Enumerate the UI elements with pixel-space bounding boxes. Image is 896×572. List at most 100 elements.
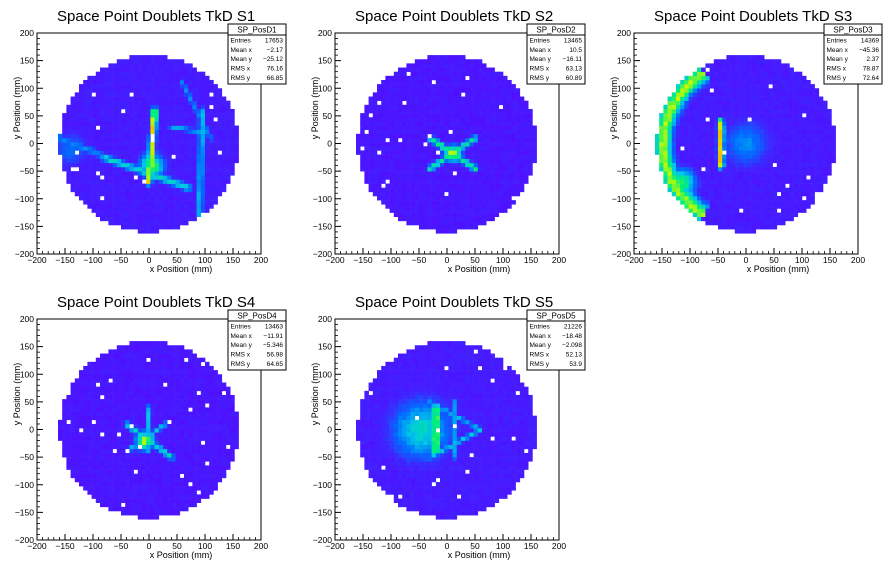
heatmap-bin xyxy=(663,175,668,180)
heatmap-bin xyxy=(427,216,432,222)
heatmap-bin xyxy=(121,191,126,197)
heatmap-bin xyxy=(751,150,757,155)
heatmap-bin xyxy=(150,212,155,217)
heatmap-bin xyxy=(423,100,428,106)
heatmap-bin xyxy=(764,133,769,139)
heatmap-bin xyxy=(129,125,134,130)
heatmap-bin xyxy=(705,220,710,226)
heatmap-bin xyxy=(393,117,399,122)
heatmap-bin xyxy=(473,137,479,143)
heatmap-bin xyxy=(760,224,765,230)
heatmap-bin xyxy=(781,79,786,85)
heatmap-bin xyxy=(755,88,761,93)
heatmap-bin xyxy=(776,171,782,176)
heatmap-bin xyxy=(503,208,508,213)
heatmap-bin xyxy=(793,179,799,184)
heatmap-bin xyxy=(818,179,824,184)
heatmap-bin xyxy=(789,146,794,151)
chart-title: Space Point Doublets TkD S3 xyxy=(654,8,852,25)
heatmap-bin xyxy=(108,158,113,164)
heatmap-bin xyxy=(70,444,76,450)
heatmap-bin xyxy=(722,212,727,217)
heatmap-bin xyxy=(823,108,828,114)
heatmap-bin xyxy=(431,216,437,222)
heatmap-bin xyxy=(410,129,416,135)
heatmap-bin xyxy=(91,191,97,197)
heatmap-bin xyxy=(760,200,765,205)
heatmap-bin xyxy=(419,179,424,184)
heatmap-bin xyxy=(705,75,710,81)
heatmap-bin xyxy=(372,171,378,176)
heatmap-bin xyxy=(452,204,458,209)
heatmap-bin xyxy=(827,108,832,114)
heatmap-bin xyxy=(62,158,67,164)
heatmap-bin xyxy=(709,216,715,222)
heatmap-bin xyxy=(398,195,403,201)
heatmap-bin xyxy=(671,187,677,193)
heatmap-bin xyxy=(142,216,147,222)
heatmap-bin xyxy=(781,104,786,110)
heatmap-bin xyxy=(192,150,197,155)
heatmap-bin xyxy=(209,204,214,209)
heatmap-bin xyxy=(465,179,470,184)
heatmap-bin xyxy=(70,461,76,466)
heatmap-bin xyxy=(730,117,736,122)
heatmap-bin xyxy=(62,403,67,408)
heatmap-bin xyxy=(684,171,689,176)
y-tick-label: 100 xyxy=(318,83,332,93)
heatmap-bin xyxy=(469,183,474,188)
heatmap-bin xyxy=(772,171,778,176)
heatmap-bin xyxy=(465,71,470,77)
heatmap-bin xyxy=(810,113,815,118)
heatmap-bin xyxy=(406,150,411,155)
heatmap-bin xyxy=(726,63,731,68)
heatmap-bin xyxy=(827,158,832,164)
heatmap-bin xyxy=(406,208,411,213)
heatmap-bin xyxy=(184,75,189,81)
heatmap-bin xyxy=(519,129,525,135)
heatmap-bin xyxy=(389,84,395,89)
heatmap-bin xyxy=(385,125,390,130)
heatmap-bin xyxy=(692,92,698,97)
heatmap-bin xyxy=(121,142,126,147)
heatmap-bin xyxy=(410,171,416,176)
heatmap-bin xyxy=(515,146,521,151)
heatmap-bin xyxy=(718,67,723,72)
heatmap-bin xyxy=(62,399,67,404)
heatmap-bin xyxy=(372,113,378,118)
heatmap-bin xyxy=(448,142,453,147)
heatmap-bin xyxy=(116,113,122,118)
heatmap-bin xyxy=(385,150,390,155)
heatmap-bin xyxy=(100,117,105,122)
heatmap-bin xyxy=(91,403,97,408)
heatmap-bin xyxy=(406,166,411,172)
heatmap-bin xyxy=(810,137,815,143)
heatmap-bin xyxy=(503,84,508,89)
heatmap-bin xyxy=(163,150,168,155)
heatmap-bin xyxy=(739,92,744,97)
heatmap-bin xyxy=(423,191,428,197)
heatmap-bin xyxy=(163,71,168,77)
heatmap-bin xyxy=(519,113,525,118)
heatmap-bin xyxy=(697,108,702,114)
heatmap-bin xyxy=(158,150,164,155)
heatmap-bin xyxy=(776,63,782,68)
heatmap-bin xyxy=(709,183,715,188)
heatmap-bin xyxy=(688,121,694,126)
heatmap-bin xyxy=(494,79,500,85)
heatmap-bin xyxy=(469,84,474,89)
heatmap-bin xyxy=(684,92,689,97)
heatmap-bin xyxy=(154,191,160,197)
heatmap-bin xyxy=(482,212,487,217)
heatmap-bin xyxy=(482,129,487,135)
heatmap-bin xyxy=(184,195,189,201)
heatmap-bin xyxy=(448,216,453,222)
heatmap-bin xyxy=(91,469,97,474)
heatmap-bin xyxy=(734,150,740,155)
heatmap-bin xyxy=(87,171,92,176)
heatmap-bin xyxy=(381,154,386,159)
heatmap-bin xyxy=(184,204,189,209)
heatmap-bin xyxy=(793,187,799,193)
heatmap-bin xyxy=(66,137,71,143)
heatmap-bin xyxy=(730,204,736,209)
